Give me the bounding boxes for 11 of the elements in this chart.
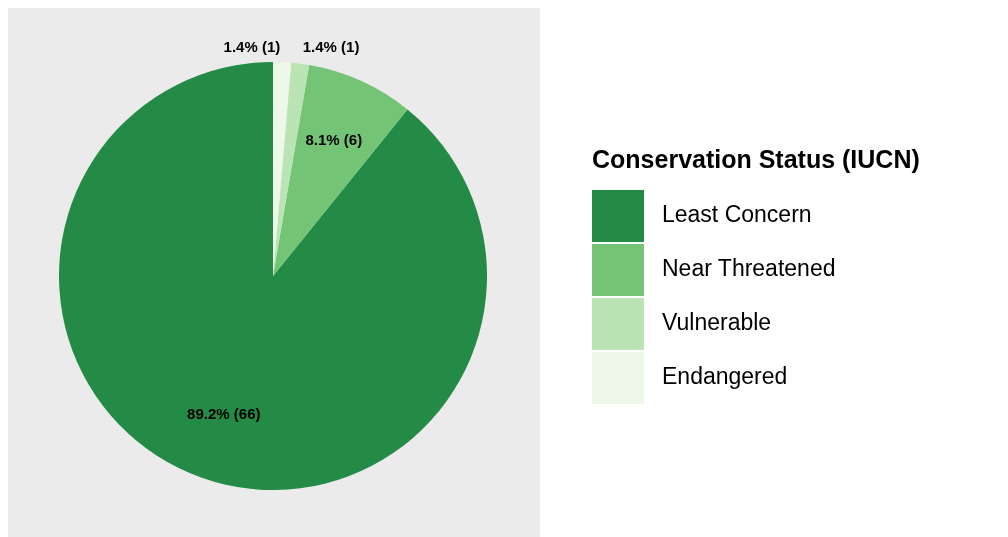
data-label: 1.4% (1) (302, 37, 360, 55)
data-label: 1.4% (1) (223, 37, 281, 55)
legend-label: Endangered (662, 363, 788, 390)
legend-label: Near Threatened (662, 255, 836, 282)
legend-label: Least Concern (662, 201, 812, 228)
pie-slice (59, 62, 487, 490)
data-label: 89.2% (66) (187, 405, 261, 423)
legend-label: Vulnerable (662, 309, 772, 336)
legend-title: Conservation Status (IUCN) (592, 145, 920, 173)
pie-slice (273, 65, 408, 276)
data-label: 8.1% (6) (305, 131, 363, 149)
